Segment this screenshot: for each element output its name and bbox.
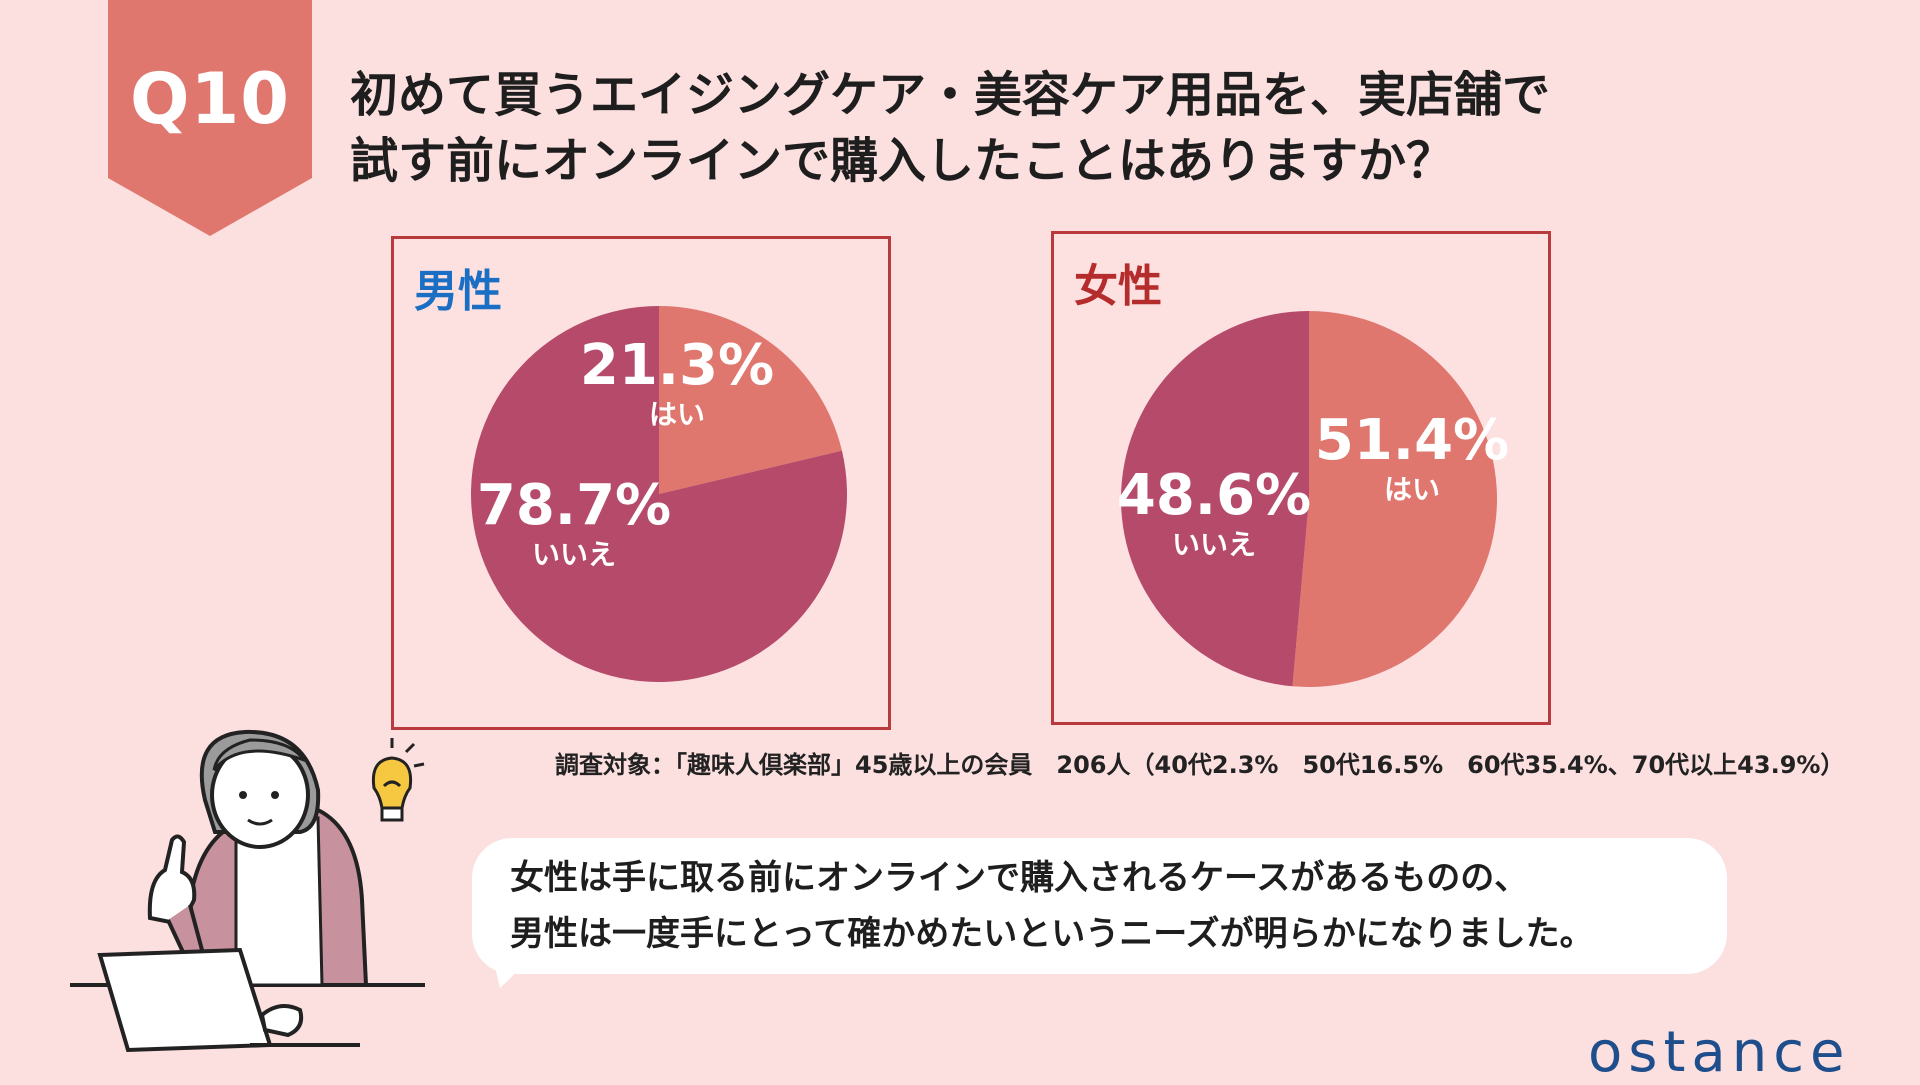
female-pie-slice-no — [1121, 311, 1309, 687]
female-pie-category-label-no: いいえ — [1172, 528, 1256, 561]
female-pie-value-label-yes: 51.4% — [1315, 408, 1509, 473]
speech-bubble-text: 女性は手に取る前にオンラインで購入されるケースがあるものの、 男性は一度手にとっ… — [510, 850, 1594, 962]
female-pie-slice-yes — [1292, 311, 1497, 688]
male-chart-panel: 男性 21.3% はい 78.7% いいえ — [391, 236, 891, 730]
male-pie-slice-no — [471, 306, 847, 682]
female-pie-chart: 51.4%はい 48.6%いいえ — [1117, 311, 1509, 688]
question-number: Q10 — [130, 58, 290, 140]
question-title: 初めて買うエイジングケア・美容ケア用品を、実店舗で 試す前にオンラインで購入した… — [350, 62, 1550, 194]
male-chart-title: 男性 — [414, 266, 502, 317]
female-chart-title: 女性 — [1074, 261, 1162, 312]
male-pie-chart: 21.3%はい 78.7%いいえ — [471, 306, 847, 682]
male-pie-value-label-no: 78.7% — [477, 473, 671, 538]
female-pie-value-label-no: 48.6% — [1117, 463, 1311, 528]
female-chart-panel: 女性 51.4% はい 48.6% いいえ — [1051, 231, 1551, 725]
lightbulb-icon — [371, 738, 425, 822]
speech-bubble-line-2: 男性は一度手にとって確かめたいというニーズが明らかになりました。 — [510, 914, 1594, 954]
male-pie-category-label-no: いいえ — [532, 538, 616, 571]
male-pie-value-label-yes: 21.3% — [580, 333, 774, 398]
question-title-line-1: 初めて買うエイジングケア・美容ケア用品を、実店舗で — [350, 67, 1551, 123]
survey-note: 調査対象：「趣味人倶楽部」45歳以上の会員 206人（40代2.3% 50代16… — [555, 751, 1845, 779]
speech-bubble — [472, 838, 1727, 974]
female-pie-category-label-yes: はい — [1384, 473, 1440, 506]
question-title-line-2: 試す前にオンラインで購入したことはありますか？ — [350, 133, 1455, 189]
speech-bubble-line-1: 女性は手に取る前にオンラインで購入されるケースがあるものの、 — [510, 858, 1529, 898]
male-pie-slice-yes — [659, 306, 842, 494]
ostance-logo: ostance — [1588, 1020, 1851, 1085]
male-pie-category-label-yes: はい — [649, 398, 705, 431]
